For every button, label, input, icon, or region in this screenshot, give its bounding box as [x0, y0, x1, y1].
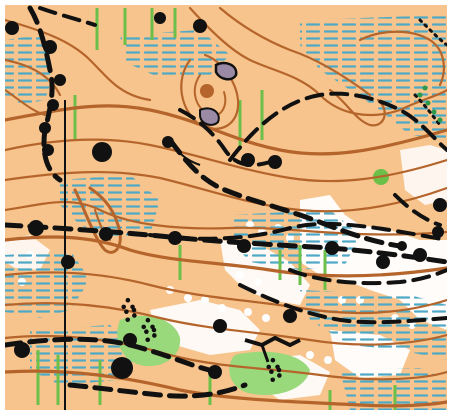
boulder-field-dot: [270, 357, 276, 363]
boulder: [432, 226, 444, 238]
open-ground-dot: [184, 294, 192, 302]
vegetation-stripes: [36, 8, 397, 410]
boulder: [92, 142, 112, 162]
boulder: [283, 309, 297, 323]
boulder-field-dot: [124, 309, 129, 315]
boulder-field-dot: [269, 369, 274, 375]
vegetation-dot: [431, 109, 437, 115]
vegetation-dot: [425, 100, 431, 106]
vegetation-dot: [417, 92, 423, 98]
open-ground-dot: [324, 356, 332, 364]
boulder: [39, 122, 51, 134]
boulder: [5, 21, 19, 35]
open-ground-dot: [244, 308, 252, 316]
boulder-field-dot: [125, 317, 131, 323]
boulder: [325, 241, 339, 255]
boulder-field-dot: [145, 337, 151, 343]
boulder: [14, 342, 30, 358]
open-ground-dot: [254, 278, 262, 286]
boulder: [42, 144, 54, 156]
boulder-field-dot: [150, 324, 155, 330]
boulder: [28, 220, 44, 236]
boulder-field-dot: [275, 364, 280, 370]
boulder: [154, 12, 166, 24]
open-ground-dot: [306, 351, 314, 359]
boulder: [168, 231, 182, 245]
boulder: [61, 255, 75, 269]
pits: [100, 61, 238, 236]
boulder-field-dot: [130, 304, 135, 310]
boulder-field-dot: [141, 324, 147, 330]
boulder: [213, 319, 227, 333]
contour-lines: [5, 6, 447, 408]
open-ground-dot: [236, 271, 244, 279]
boulder: [376, 255, 390, 269]
boulder: [162, 136, 174, 148]
boulder: [413, 248, 427, 262]
boulder: [111, 357, 133, 379]
open-ground-dot: [262, 314, 270, 322]
boulder-field-dot: [152, 333, 157, 338]
dotted-lines: [413, 18, 447, 127]
boulder: [208, 365, 222, 379]
boulder: [123, 333, 137, 347]
boulder-field-dot: [266, 364, 272, 370]
boulder-field-dot: [145, 317, 151, 323]
boulders: [5, 12, 447, 379]
boulder: [237, 239, 251, 253]
open-ground-dot: [201, 296, 209, 304]
boulder-field-dot: [121, 304, 127, 310]
boulder: [43, 40, 57, 54]
boulder: [54, 74, 66, 86]
boulder: [241, 153, 255, 167]
boulder: [433, 198, 447, 212]
vegetation-dots: [417, 85, 443, 123]
boulder-field-dot: [270, 377, 276, 383]
boulder: [193, 19, 207, 33]
vegetation-dot: [437, 117, 443, 123]
boulder-field-dot: [132, 313, 137, 318]
boulder-field-dot: [125, 297, 131, 303]
vegetation-dot: [422, 85, 428, 91]
boulder: [47, 99, 59, 111]
boulder: [99, 227, 113, 241]
boulder: [397, 241, 407, 251]
boulder-fields: [121, 297, 282, 383]
boulder: [268, 155, 282, 169]
open-ground-dot: [218, 304, 226, 312]
boulder-field-dot: [277, 373, 282, 378]
boulder-field-dot: [144, 329, 149, 335]
